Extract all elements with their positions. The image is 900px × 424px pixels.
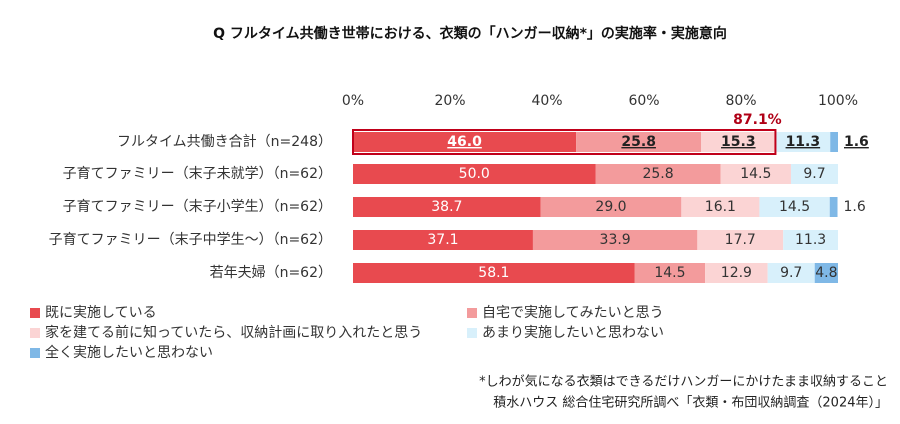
legend-label: 家を建てる前に知っていたら、収納計画に取り入れたと思う — [45, 324, 422, 341]
y-tick-label: 子育てファミリー（末子中学生～）（n=62） — [49, 232, 332, 248]
x-tick-label: 60% — [628, 93, 659, 109]
value-label: 14.5 — [740, 166, 771, 182]
value-label: 1.6 — [844, 199, 866, 215]
bar-segment — [829, 197, 838, 217]
value-label: 38.7 — [431, 199, 462, 215]
bar-segment — [775, 132, 831, 152]
value-label: 11.3 — [786, 134, 821, 150]
value-label: 11.3 — [795, 232, 826, 248]
legend-swatch — [30, 348, 40, 358]
bar-segment — [814, 263, 838, 283]
bar-segment — [353, 197, 541, 217]
bar-segment — [353, 230, 533, 250]
value-label: 4.8 — [815, 265, 837, 281]
value-label: 46.0 — [447, 134, 482, 150]
bar-segment — [705, 263, 768, 283]
value-label: 29.0 — [595, 199, 626, 215]
bar-segment — [701, 132, 776, 152]
value-label: 25.8 — [642, 166, 673, 182]
bar-segment — [759, 197, 830, 217]
legend-label: 自宅で実施してみたいと思う — [482, 305, 664, 321]
legend-swatch — [467, 308, 477, 318]
note: *しわが気になる衣類はできるだけハンガーにかけたまま収納すること — [479, 374, 888, 390]
value-label: 33.9 — [600, 232, 631, 248]
total-box — [352, 129, 777, 155]
bar-segment — [720, 164, 791, 184]
chart-title: Q フルタイム共働き世帯における、衣類の「ハンガー収納*」の実施率・実施意向 — [213, 25, 727, 42]
bar-segment — [697, 230, 784, 250]
value-label: 14.5 — [779, 199, 810, 215]
bar-segment — [634, 263, 706, 283]
legend-label: 既に実施している — [45, 305, 157, 321]
x-tick-label: 20% — [434, 93, 465, 109]
legend-label: あまり実施したいと思わない — [482, 325, 664, 341]
y-tick-label: 子育てファミリー（末子未就学）（n=62） — [63, 166, 332, 182]
value-label: 50.0 — [459, 166, 490, 182]
bar-segment — [576, 132, 702, 152]
note: 積水ハウス 総合住宅研究所調べ「衣類・布団収納調査（2024年）」 — [493, 395, 888, 411]
y-tick-label: 子育てファミリー（末子小学生）（n=62） — [63, 199, 332, 215]
value-label: 9.7 — [803, 166, 825, 182]
bar-segment — [767, 263, 815, 283]
bar-segment — [783, 230, 838, 250]
bar-segment — [532, 230, 698, 250]
value-label: 25.8 — [621, 134, 656, 150]
value-label: 58.1 — [478, 265, 509, 281]
x-tick-label: 100% — [818, 93, 858, 109]
value-label: 37.1 — [427, 232, 458, 248]
value-label: 1.6 — [844, 134, 869, 150]
legend-swatch — [30, 308, 40, 318]
bar-segment — [830, 132, 838, 152]
x-tick-label: 0% — [342, 93, 364, 109]
value-label: 9.7 — [780, 265, 802, 281]
bar-segment — [540, 197, 682, 217]
bar-segment — [681, 197, 760, 217]
bar-segment — [353, 263, 635, 283]
legend-swatch — [30, 328, 40, 338]
y-tick-label: フルタイム共働き合計（n=248） — [117, 134, 332, 150]
bar-segment — [353, 132, 577, 152]
total-label: 87.1% — [733, 112, 782, 128]
value-label: 17.7 — [725, 232, 756, 248]
bar-segment — [595, 164, 721, 184]
value-label: 14.5 — [654, 265, 685, 281]
legend-swatch — [467, 328, 477, 338]
y-tick-label: 若年夫婦（n=62） — [210, 264, 332, 281]
value-label: 12.9 — [721, 265, 752, 281]
value-label: 15.3 — [721, 134, 756, 150]
bar-segment — [353, 164, 596, 184]
value-label: 16.1 — [705, 199, 736, 215]
bar-segment — [790, 164, 838, 184]
x-tick-label: 40% — [531, 93, 562, 109]
x-tick-label: 80% — [725, 93, 756, 109]
legend-label: 全く実施したいと思わない — [45, 344, 213, 361]
